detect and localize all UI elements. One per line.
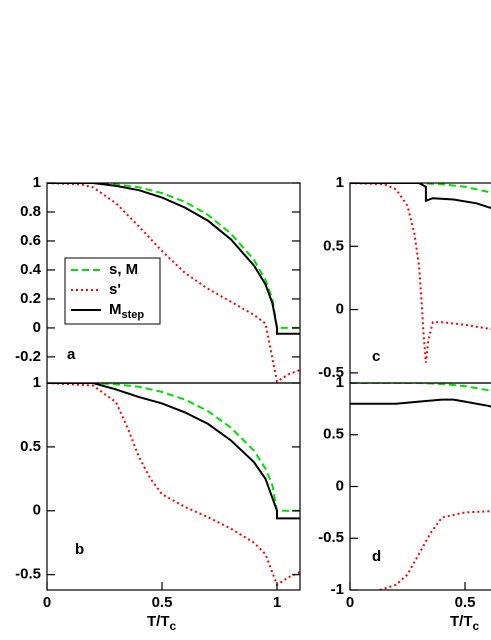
series-line <box>350 383 491 393</box>
series-line <box>350 183 491 194</box>
panel: 10.50-0.50 0.5 1T/Tcb <box>15 374 301 633</box>
legend-label-text: s' <box>109 281 121 298</box>
y-tick-label: 0 <box>33 319 41 336</box>
panel-label: a <box>67 346 76 363</box>
legend-label: Mstep <box>109 301 144 321</box>
series-line <box>47 383 300 512</box>
y-tick-label: -0.5 <box>15 566 41 583</box>
plot-area <box>47 183 300 383</box>
legend-label-text: M <box>109 301 122 318</box>
x-tick-label: 0.5 <box>152 594 173 611</box>
y-tick-label: 1 <box>336 174 344 191</box>
series-line <box>350 183 491 209</box>
panel: 1 0.5 0 -0.5 c <box>318 174 491 384</box>
x-axis-label-sub: c <box>170 619 177 633</box>
series-line <box>47 183 300 383</box>
plot-area <box>47 383 300 587</box>
y-tick-label: 0.8 <box>20 203 41 220</box>
y-tick-label: -0.5 <box>318 529 344 546</box>
legend-label-text: s, M <box>109 261 138 278</box>
legend-label: s, M <box>109 261 138 278</box>
y-tick-label: 0 <box>336 477 344 494</box>
x-tick-label: 1 <box>273 594 281 611</box>
series-line <box>47 183 300 329</box>
plot-area <box>350 383 491 590</box>
y-tick-label: 0.5 <box>323 237 344 254</box>
x-axis-label-sub: c <box>473 619 480 633</box>
y-tick-label: 1 <box>336 374 344 391</box>
y-tick-label: -0.2 <box>15 348 41 365</box>
y-tick-label: 0.5 <box>323 426 344 443</box>
x-tick-label: 0.5 <box>455 594 476 611</box>
x-axis-label: T/Tc <box>450 613 480 633</box>
panel-label: d <box>372 548 381 565</box>
panel-label: c <box>372 348 380 365</box>
y-tick-label: 0.6 <box>20 232 41 249</box>
y-tick-label: 0 <box>336 301 344 318</box>
y-tick-label: 0.5 <box>20 438 41 455</box>
series-line <box>47 383 300 520</box>
series-line <box>47 383 300 587</box>
series-line <box>350 183 491 363</box>
y-tick-label: 0 <box>33 502 41 519</box>
panel-label: b <box>75 541 84 558</box>
series-line <box>379 510 491 590</box>
x-axis-label: T/Tc <box>147 613 177 633</box>
y-tick-label: 0.2 <box>20 290 41 307</box>
legend-box <box>64 257 161 325</box>
legend-label-sub: step <box>122 309 145 321</box>
x-tick-label: 0 <box>43 594 51 611</box>
plot-area <box>350 183 491 363</box>
y-tick-label: 1 <box>33 374 41 391</box>
panel: 10.50-0.5-100.51T/Tcd <box>318 374 491 633</box>
series-line <box>350 398 491 408</box>
x-tick-label: 0 <box>346 594 354 611</box>
legend-label: s' <box>109 281 121 298</box>
x-axis-label-text: T/T <box>147 613 170 630</box>
y-tick-label: -1 <box>331 581 344 598</box>
frame <box>46 382 301 591</box>
panel: 1 0.8 0.6 0.4 0.2 0 -0.2 a s, M s' Mstep <box>15 174 301 384</box>
x-axis-label-text: T/T <box>450 613 473 630</box>
y-tick-label: 0.4 <box>20 261 42 278</box>
y-tick-label: -0.5 <box>318 364 344 381</box>
series-line <box>47 183 300 335</box>
y-tick-label: 1 <box>33 174 41 191</box>
